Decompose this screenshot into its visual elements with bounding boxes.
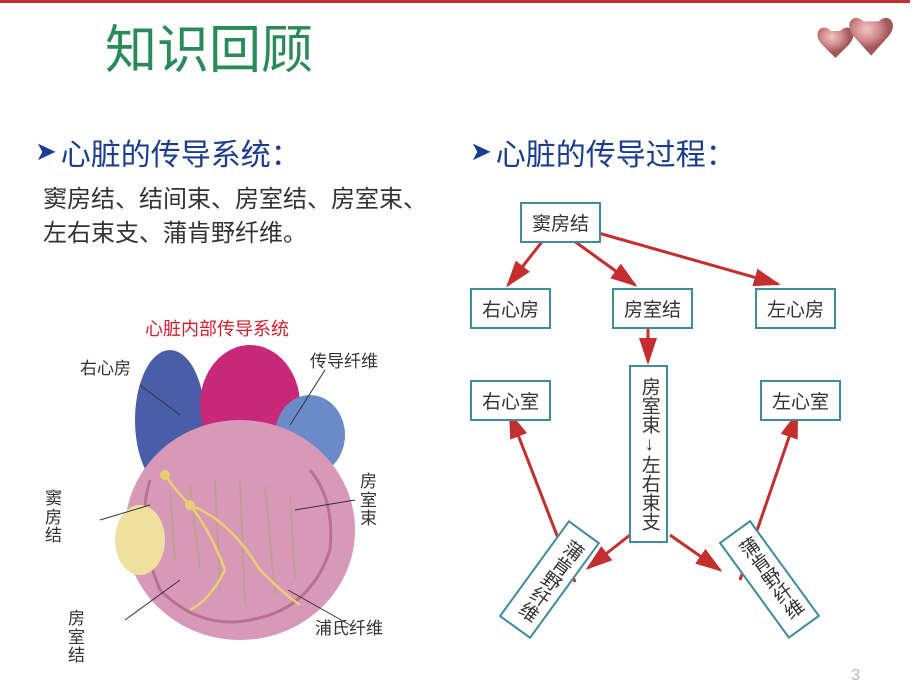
flow-left-ventricle: 左心室 xyxy=(760,380,841,421)
left-subtitle: ➤ 心脏的传导系统： xyxy=(35,130,445,174)
flow-av-bundle-branches: 房室束↓左右束支 xyxy=(629,365,668,543)
label-right-atrium: 右心房 xyxy=(80,360,131,379)
flow-right-atrium: 右心房 xyxy=(470,288,551,329)
hearts-decoration-icon xyxy=(808,8,898,73)
flow-av-node: 房室结 xyxy=(612,288,693,329)
page-number: 3 xyxy=(851,667,860,685)
right-subtitle: ➤ 心脏的传导过程： xyxy=(470,130,900,174)
label-purkinje-fiber: 浦氏纤维 xyxy=(315,620,383,639)
label-av-node: 房室结 xyxy=(68,610,88,666)
heart-anatomy-image: 心脏内部传导系统 右心房 传导纤维 窦房结 房室束 房室结 浦氏纤维 xyxy=(40,310,415,650)
left-body-text: 窦房结、结间束、房室结、房室束、左右束支、蒲肯野纤维。 xyxy=(35,184,445,251)
bullet-arrow-icon: ➤ xyxy=(470,137,492,167)
left-subtitle-text: 心脏的传导系统： xyxy=(61,130,301,174)
flow-purkinje-right: 蒲肯野纤维 xyxy=(719,520,820,639)
right-column: ➤ 心脏的传导过程： xyxy=(470,130,900,174)
label-conducting-fiber: 传导纤维 xyxy=(310,353,378,372)
flow-left-atrium: 左心房 xyxy=(755,288,836,329)
page-title: 知识回顾 xyxy=(105,8,313,83)
top-border xyxy=(0,0,910,3)
left-column: ➤ 心脏的传导系统： 窦房结、结间束、房室结、房室束、左右束支、蒲肯野纤维。 xyxy=(35,130,445,251)
label-av-bundle: 房室束 xyxy=(360,473,380,529)
bullet-arrow-icon: ➤ xyxy=(35,137,57,167)
flow-purkinje-left: 蒲肯野纤维 xyxy=(499,520,600,639)
flow-sinoatrial-node: 窦房结 xyxy=(520,202,601,243)
label-sinoatrial-node: 窦房结 xyxy=(45,490,65,546)
heart-image-title: 心脏内部传导系统 xyxy=(145,315,289,341)
right-subtitle-text: 心脏的传导过程： xyxy=(496,130,736,174)
flowchart: 窦房结 右心房 房室结 左心房 右心室 房室束↓左右束支 左心室 蒲肯野纤维 蒲… xyxy=(470,200,900,670)
flow-right-ventricle: 右心室 xyxy=(470,380,551,421)
